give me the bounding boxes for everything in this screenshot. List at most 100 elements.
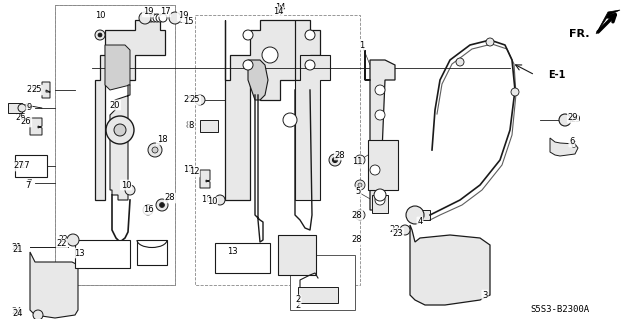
Polygon shape [200,170,210,188]
Text: 6: 6 [570,137,575,146]
Text: 23: 23 [389,226,400,234]
Text: 25: 25 [32,85,42,94]
Text: 20: 20 [109,100,120,109]
Text: 14: 14 [275,4,285,12]
Circle shape [375,110,385,120]
Text: 24: 24 [12,308,22,316]
Text: 27: 27 [13,161,24,170]
Text: S5S3-B2300A: S5S3-B2300A [531,305,589,314]
Polygon shape [105,45,130,90]
Circle shape [456,58,464,66]
Bar [215,243,270,273]
Text: 7: 7 [26,179,32,188]
Circle shape [355,155,365,165]
Circle shape [125,185,135,195]
Circle shape [195,95,205,105]
Text: E-1: E-1 [548,70,565,80]
Bar [8,103,22,113]
Circle shape [375,85,385,95]
Circle shape [375,195,385,205]
Polygon shape [95,20,165,200]
Circle shape [156,14,164,22]
Circle shape [18,104,26,112]
Circle shape [559,114,571,126]
Text: FR.: FR. [570,29,590,39]
Text: 8: 8 [188,122,194,130]
Text: 9: 9 [26,103,31,113]
Text: 18: 18 [157,136,167,145]
Text: 12: 12 [184,166,194,174]
Text: 19: 19 [178,11,188,20]
Text: 7: 7 [26,181,31,189]
Polygon shape [295,20,330,200]
Text: 10: 10 [207,197,217,206]
Circle shape [305,30,315,40]
Circle shape [114,124,126,136]
Polygon shape [30,252,78,318]
Polygon shape [225,20,320,200]
Text: 21: 21 [13,246,23,255]
Circle shape [283,113,297,127]
Text: 16: 16 [143,205,154,214]
Circle shape [406,206,424,224]
Circle shape [143,205,153,215]
Text: 29: 29 [568,114,579,122]
Circle shape [329,154,341,166]
Circle shape [358,213,362,217]
Circle shape [67,234,79,246]
Text: 11: 11 [352,158,362,167]
Circle shape [262,47,278,63]
Text: 25: 25 [184,95,194,105]
Text: 27: 27 [19,161,29,170]
Polygon shape [410,225,490,305]
Text: 13: 13 [214,243,225,253]
Circle shape [355,210,365,220]
Bar [298,287,338,303]
Circle shape [33,310,43,319]
Bar [368,140,398,190]
Polygon shape [596,10,620,34]
Text: 9: 9 [25,103,30,113]
Circle shape [159,14,167,22]
Text: 1: 1 [360,41,365,49]
Text: 3: 3 [483,291,488,300]
Text: 22: 22 [58,235,68,244]
Text: 13: 13 [74,249,84,257]
Circle shape [370,165,380,175]
Bar [55,5,175,285]
Circle shape [305,60,315,70]
Circle shape [358,158,362,162]
Bar [195,15,360,285]
Circle shape [139,12,151,24]
Text: 24: 24 [13,308,23,317]
Circle shape [152,147,158,153]
Text: 28: 28 [352,235,362,244]
Bar [200,120,218,132]
Polygon shape [42,82,50,98]
Text: 6: 6 [570,140,575,150]
Circle shape [563,117,568,122]
Polygon shape [550,138,578,156]
Text: 12: 12 [189,167,199,176]
Circle shape [215,195,225,205]
Bar [15,155,47,177]
Polygon shape [30,118,42,135]
Circle shape [374,189,386,201]
Text: 14: 14 [273,8,284,17]
Circle shape [150,14,158,22]
Bar [75,240,130,268]
Bar [290,255,355,310]
Text: 4: 4 [417,218,422,226]
Polygon shape [110,85,130,200]
Circle shape [148,143,162,157]
Text: 22: 22 [57,240,67,249]
Text: 28: 28 [335,151,346,160]
Circle shape [355,180,365,190]
Text: 15: 15 [183,18,193,26]
Circle shape [70,238,76,242]
Bar [372,195,388,213]
Bar [55,5,175,285]
Circle shape [486,38,494,46]
Text: 2: 2 [296,295,301,305]
Circle shape [159,203,164,207]
